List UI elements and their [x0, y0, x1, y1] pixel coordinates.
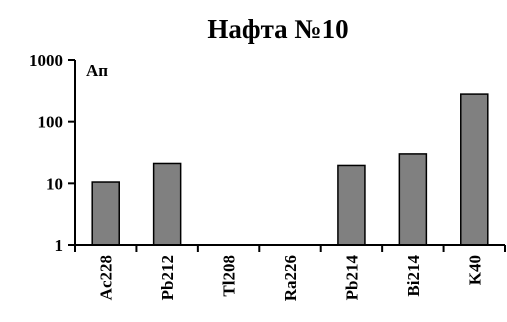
- y-axis-ticks: 1 10 100 1000: [29, 51, 75, 255]
- chart-title: Нафта №10: [207, 14, 348, 44]
- x-tick-label: Ra226: [281, 255, 300, 301]
- bars: [91, 93, 489, 246]
- bar-pb214: [337, 164, 366, 246]
- x-tick-label: Bi214: [404, 255, 423, 297]
- x-tick-label: K40: [465, 255, 484, 285]
- x-axis-ticks: [74, 245, 506, 252]
- bar-pb212: [152, 162, 182, 246]
- unit-label: Ап: [86, 61, 108, 80]
- x-tick-label: Pb214: [342, 255, 361, 301]
- bar-ac228: [91, 181, 120, 246]
- bar-k40: [460, 93, 489, 246]
- y-tick-label: 1000: [29, 51, 63, 70]
- bar-bi214: [398, 153, 428, 246]
- y-tick-label: 100: [38, 113, 64, 132]
- x-tick-label: Pb212: [158, 255, 177, 300]
- y-tick-label: 1: [55, 236, 64, 255]
- x-axis-labels: Ac228 Pb212 Tl208 Ra226 Pb214 Bi214 K40: [97, 255, 485, 302]
- y-tick-label: 10: [46, 174, 63, 193]
- x-tick-label: Tl208: [220, 255, 239, 297]
- x-tick-label: Ac228: [97, 255, 116, 300]
